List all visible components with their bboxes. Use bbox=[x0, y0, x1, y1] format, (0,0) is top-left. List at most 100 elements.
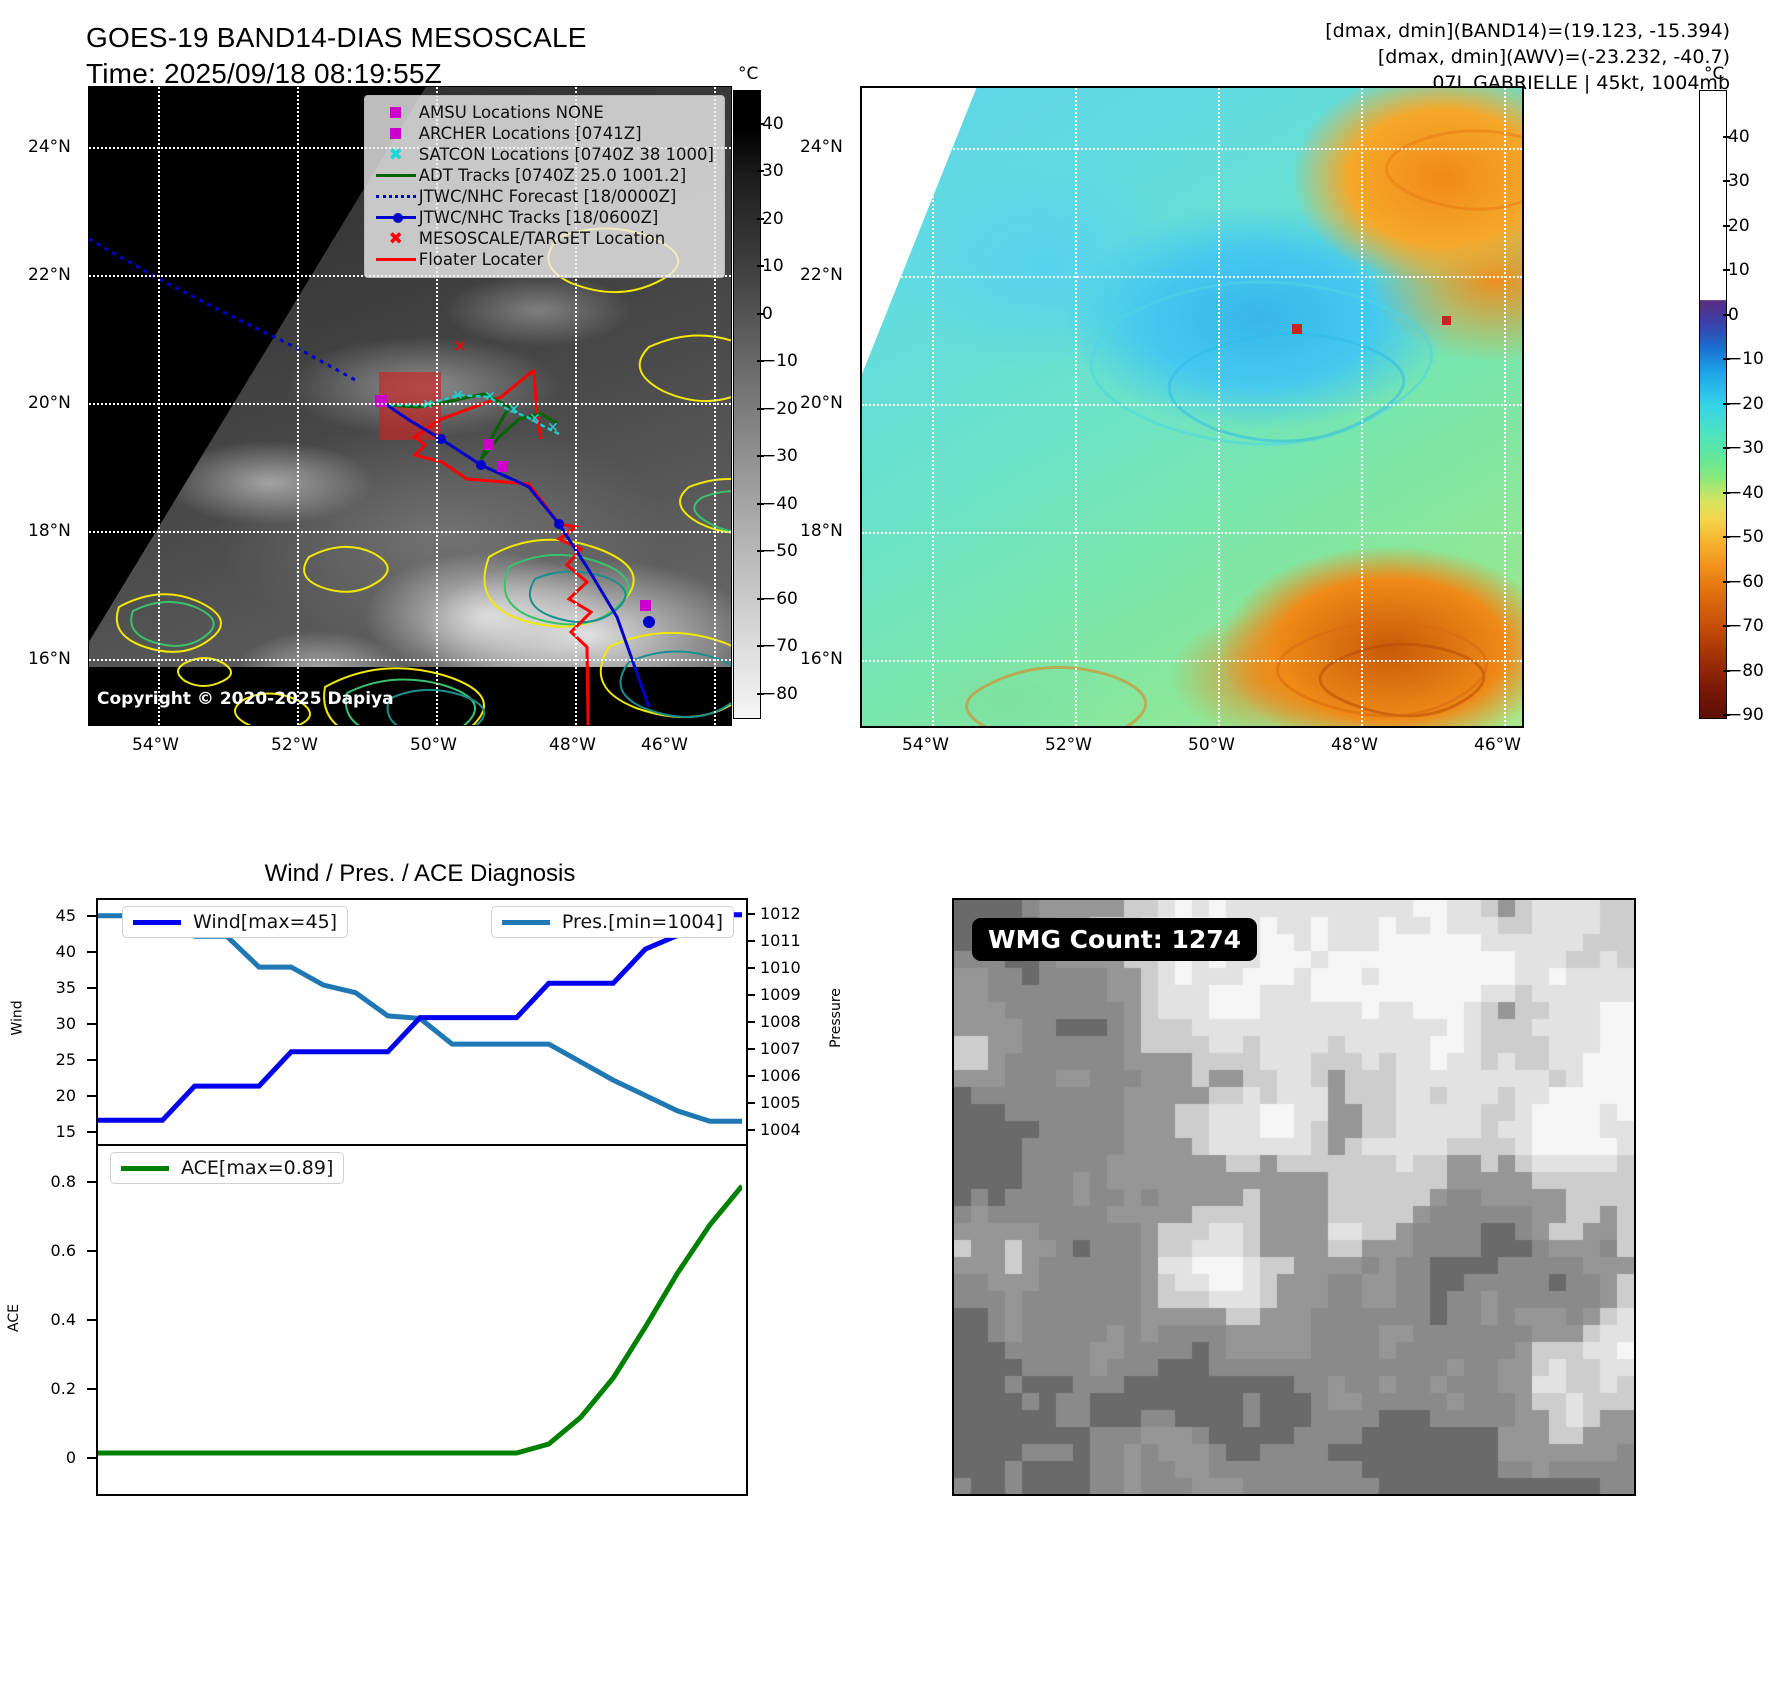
pressure-ytick: 1009 bbox=[760, 985, 801, 1004]
cb1-tick: 30 bbox=[762, 161, 784, 181]
bottom-black-band bbox=[89, 667, 731, 725]
magenta-square-icon bbox=[373, 128, 419, 139]
p1-lon-tick-54w: 54°W bbox=[132, 735, 179, 755]
wind-axis-label: Wind bbox=[9, 1000, 26, 1036]
cyan-x-icon: ✖ bbox=[388, 144, 403, 165]
wind-ytick: 45 bbox=[55, 906, 76, 925]
p1-lon-tick-46w: 46°W bbox=[641, 735, 688, 755]
ace-ytick: 0.4 bbox=[50, 1310, 76, 1329]
p2-lon-tick-52w: 52°W bbox=[1045, 735, 1092, 755]
ace-ytick: 0.8 bbox=[50, 1172, 76, 1191]
pressure-ytick: 1011 bbox=[760, 931, 801, 950]
legend-item-jtwc-tracks[interactable]: JTWC/NHC Tracks [18/0600Z] bbox=[373, 207, 714, 228]
grid-line-lon-54w bbox=[158, 87, 162, 725]
grid-line-lat-20n bbox=[89, 403, 731, 407]
cb1-tick: 20 bbox=[762, 209, 784, 229]
legend-label: JTWC/NHC Forecast [18/0000Z] bbox=[418, 187, 677, 206]
colorbar-band14[interactable] bbox=[733, 90, 761, 719]
wmg-count-badge: WMG Count: 1274 bbox=[972, 918, 1258, 961]
header-info-awv: [dmax, dmin](AWV)=(-23.232, -40.7) bbox=[1377, 46, 1730, 68]
pressure-ytick: 1008 bbox=[760, 1012, 801, 1031]
legend-item-satcon[interactable]: ✖ SATCON Locations [0740Z 38 1000] bbox=[373, 144, 714, 165]
pressure-ytick: 1012 bbox=[760, 904, 801, 923]
legend-item-forecast[interactable]: JTWC/NHC Forecast [18/0000Z] bbox=[373, 186, 714, 207]
cb1-tick: −50 bbox=[762, 541, 798, 561]
legend-label: AMSU Locations NONE bbox=[418, 103, 604, 122]
legend-item-archer[interactable]: ARCHER Locations [0741Z] bbox=[373, 123, 714, 144]
p2-lat-tick-24n: 24°N bbox=[800, 137, 843, 157]
wind-ytick: 30 bbox=[55, 1014, 76, 1033]
cb1-tick: 10 bbox=[762, 256, 784, 276]
cb2-tick: 40 bbox=[1728, 127, 1750, 147]
p1-lat-tick-24n: 24°N bbox=[28, 137, 71, 157]
cb2-tick: −60 bbox=[1728, 572, 1764, 592]
colorbar-band14-unit: °C bbox=[738, 64, 759, 84]
cb2-tick: −50 bbox=[1728, 527, 1764, 547]
awv-grid-lon-48w bbox=[1361, 88, 1363, 726]
pressure-ytick: 1007 bbox=[760, 1039, 801, 1058]
wmg-imagery bbox=[954, 900, 1634, 1494]
grid-line-lon-46w bbox=[714, 87, 718, 725]
ace-ytick: 0.2 bbox=[50, 1379, 76, 1398]
legend-item-floater-locater[interactable]: Floater Locater bbox=[373, 249, 714, 270]
legend-item-mesoscale-target[interactable]: ✖ MESOSCALE/TARGET Location bbox=[373, 228, 714, 249]
wind-legend[interactable]: Wind[max=45] bbox=[122, 906, 349, 938]
awv-grid-lon-52w bbox=[1075, 88, 1077, 726]
awv-grid-lon-46w bbox=[1504, 88, 1506, 726]
awv-map-panel[interactable] bbox=[860, 86, 1524, 728]
wind-ytick: 25 bbox=[55, 1050, 76, 1069]
cb2-tick: −40 bbox=[1728, 483, 1764, 503]
wmg-panel[interactable]: WMG Count: 1274 bbox=[952, 898, 1636, 1496]
band14-map-panel[interactable]: ✕ ✕ ✕ ✕ ✕ ✕ ✕ Copyright © 2020-2025 Dapiya bbox=[88, 86, 732, 726]
colorbar-awv[interactable] bbox=[1699, 90, 1727, 719]
cb1-tick: −60 bbox=[762, 589, 798, 609]
p2-lon-tick-54w: 54°W bbox=[902, 735, 949, 755]
svg-text:✕: ✕ bbox=[452, 388, 464, 404]
map-legend[interactable]: AMSU Locations NONE ARCHER Locations [07… bbox=[363, 95, 725, 278]
p1-lon-tick-48w: 48°W bbox=[549, 735, 596, 755]
svg-text:✕: ✕ bbox=[529, 411, 541, 427]
p2-lon-tick-46w: 46°W bbox=[1474, 735, 1521, 755]
header-info-band14: [dmax, dmin](BAND14)=(19.123, -15.394) bbox=[1325, 20, 1730, 42]
wind-ytick: 15 bbox=[55, 1122, 76, 1141]
legend-item-adt-tracks[interactable]: ADT Tracks [0740Z 25.0 1001.2] bbox=[373, 165, 714, 186]
wind-axis-ticks: 45 40 35 30 25 20 15 bbox=[30, 898, 96, 1144]
legend-item-amsu[interactable]: AMSU Locations NONE bbox=[373, 102, 714, 123]
cb2-tick: −10 bbox=[1728, 349, 1764, 369]
page-title-line2: Time: 2025/09/18 08:19:55Z bbox=[86, 58, 442, 89]
cb2-tick: −20 bbox=[1728, 394, 1764, 414]
cb2-tick: 10 bbox=[1728, 260, 1750, 280]
ace-legend[interactable]: ACE[max=0.89] bbox=[110, 1152, 345, 1184]
pressure-axis-ticks: 1012 1011 1010 1009 1008 1007 1006 1005 … bbox=[746, 898, 826, 1144]
ace-chart[interactable]: ACE[max=0.89] bbox=[96, 1144, 748, 1496]
ace-legend-label: ACE[max=0.89] bbox=[181, 1157, 334, 1179]
colorbar-awv-unit: °C bbox=[1704, 64, 1725, 84]
pressure-legend[interactable]: Pres.[min=1004] bbox=[490, 906, 734, 938]
ace-ytick: 0 bbox=[65, 1448, 76, 1467]
grid-line-lon-48w bbox=[575, 87, 579, 725]
pressure-axis-label: Pressure bbox=[827, 988, 844, 1048]
legend-label: SATCON Locations [0740Z 38 1000] bbox=[418, 145, 714, 164]
legend-label: JTWC/NHC Tracks [18/0600Z] bbox=[418, 208, 659, 227]
legend-label: MESOSCALE/TARGET Location bbox=[418, 229, 666, 248]
header-info: [dmax, dmin](BAND14)=(19.123, -15.394) [… bbox=[1325, 18, 1730, 96]
legend-label: ARCHER Locations [0741Z] bbox=[418, 124, 642, 143]
p2-lat-tick-18n: 18°N bbox=[800, 521, 843, 541]
ace-axis-label: ACE bbox=[5, 1304, 22, 1332]
colorbar-awv-ticks: 40 30 20 10 0 −10 −20 −30 −40 −50 −60 −7… bbox=[1723, 90, 1788, 725]
wind-legend-swatch bbox=[133, 919, 181, 925]
wind-ytick: 40 bbox=[55, 942, 76, 961]
p2-lat-tick-22n: 22°N bbox=[800, 265, 843, 285]
p1-lon-tick-52w: 52°W bbox=[271, 735, 318, 755]
p1-lat-tick-22n: 22°N bbox=[28, 265, 71, 285]
cb1-tick: 40 bbox=[762, 114, 784, 134]
magenta-square-icon bbox=[373, 107, 419, 118]
legend-label: ADT Tracks [0740Z 25.0 1001.2] bbox=[418, 166, 687, 185]
wind-pressure-chart[interactable]: Wind[max=45] Pres.[min=1004] bbox=[96, 898, 748, 1148]
cb2-tick: 30 bbox=[1728, 171, 1750, 191]
cb1-tick: −20 bbox=[762, 399, 798, 419]
svg-text:✕: ✕ bbox=[508, 402, 520, 418]
cb2-tick: 20 bbox=[1728, 216, 1750, 236]
svg-text:✕: ✕ bbox=[422, 397, 434, 413]
p2-lon-tick-50w: 50°W bbox=[1188, 735, 1235, 755]
